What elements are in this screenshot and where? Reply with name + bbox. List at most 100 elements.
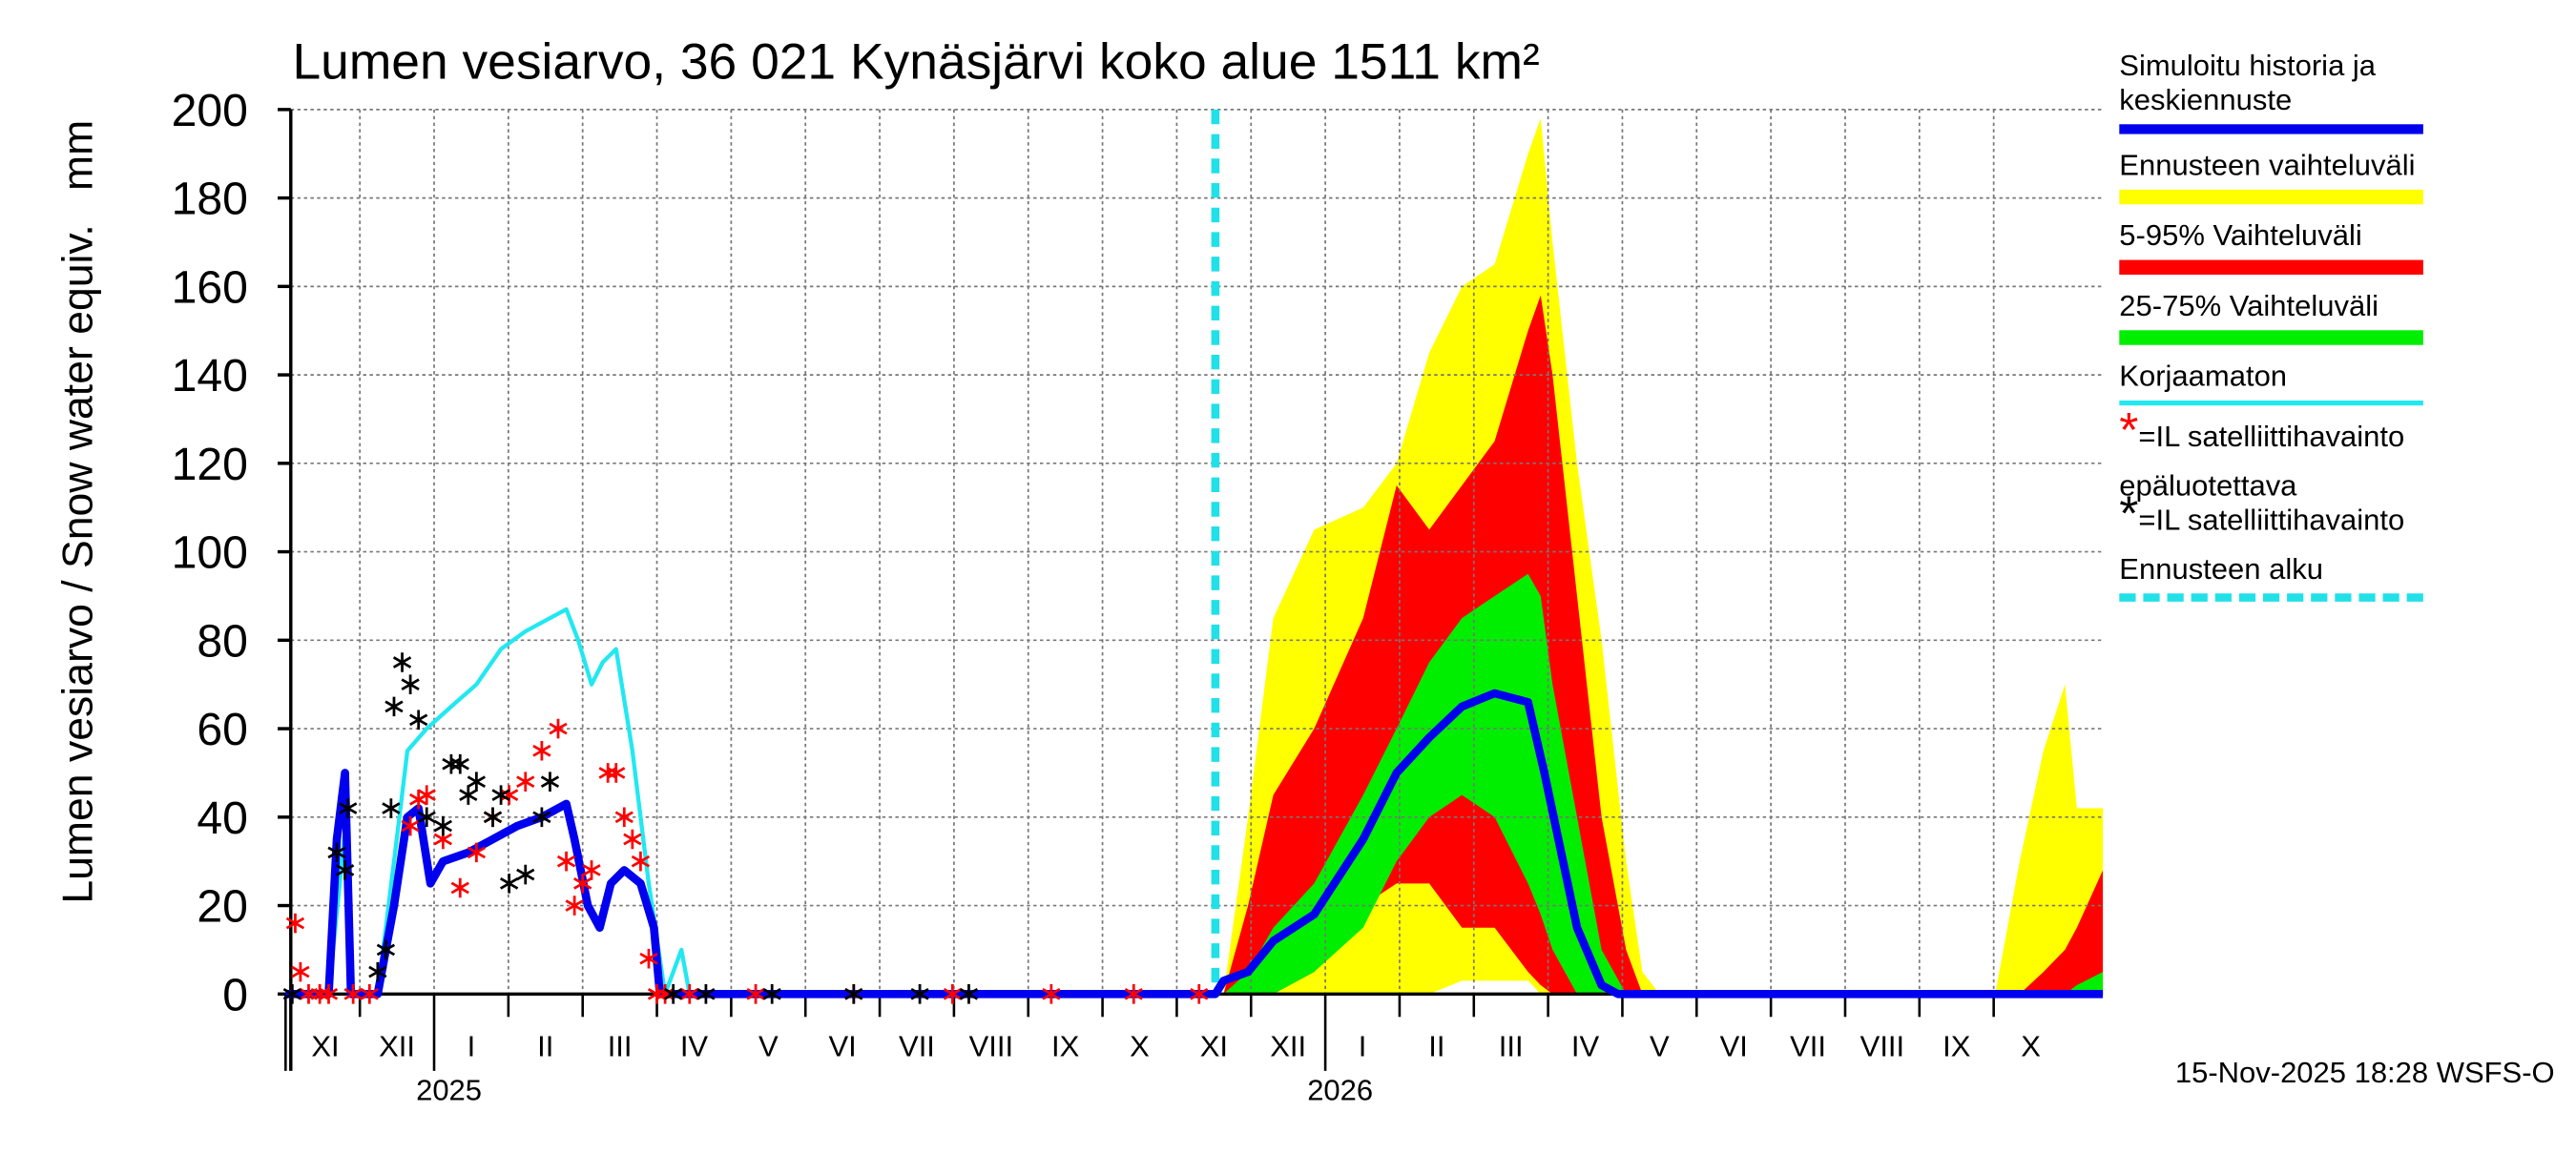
satellite-point [631, 851, 651, 872]
satellite-point [532, 807, 551, 828]
satellite-point [516, 772, 535, 792]
satellite-point [467, 772, 487, 792]
satellite-point [664, 984, 683, 1004]
x-tick-label: VIII [969, 1029, 1013, 1062]
x-tick-label: X [2021, 1029, 2041, 1062]
x-tick-label: VI [1720, 1029, 1748, 1062]
satellite-point [409, 710, 428, 731]
x-tick-label: IV [680, 1029, 709, 1062]
satellite-point [1190, 984, 1209, 1004]
x-tick-label: II [537, 1029, 553, 1062]
satellite-point [959, 984, 979, 1004]
satellite-point [639, 948, 658, 969]
satellite-point [401, 674, 420, 694]
satellite-point [549, 718, 568, 739]
legend-label: Ennusteen alku [2119, 552, 2323, 586]
satellite-point [442, 753, 461, 774]
legend-item: *=IL satelliittihavainto [2119, 406, 2431, 455]
legend-label: 5-95% Vaihteluväli [2119, 218, 2362, 253]
legend-item: Simuloitu historia ja keskiennuste [2119, 49, 2431, 134]
satellite-point [401, 815, 420, 836]
satellite-point [623, 829, 642, 850]
satellite-point [417, 807, 436, 828]
x-tick-label: XII [379, 1029, 415, 1062]
y-tick-label: 100 [172, 527, 248, 579]
legend-swatch [2119, 593, 2423, 602]
satellite-point [573, 874, 592, 894]
y-axis-unit: mm [54, 120, 101, 191]
satellite-point [499, 874, 519, 894]
y-tick-label: 180 [172, 174, 248, 225]
legend-swatch [2119, 401, 2423, 406]
satellite-point [746, 984, 765, 1004]
x-tick-label: VI [829, 1029, 857, 1062]
x-tick-label: XI [311, 1029, 339, 1062]
x-tick-label: VIII [1860, 1029, 1904, 1062]
x-tick-label: I [1359, 1029, 1367, 1062]
satellite-point [335, 860, 355, 880]
satellite-point [459, 785, 478, 805]
satellite-point [540, 772, 560, 792]
x-tick-label: VII [1790, 1029, 1826, 1062]
footer: 15-Nov-2025 18:28 WSFS-O [2175, 1056, 2555, 1089]
y-tick-label: 160 [172, 262, 248, 314]
satellite-point [1042, 984, 1061, 1004]
y-tick-label: 60 [197, 704, 248, 755]
range-band [1215, 573, 2104, 995]
y-tick-label: 80 [197, 616, 248, 668]
satellite-point [450, 877, 469, 898]
satellite-point [532, 740, 551, 761]
satellite-point [433, 815, 452, 836]
satellite-point [285, 913, 305, 934]
satellite-point [655, 984, 675, 1004]
legend-label: Simuloitu historia ja keskiennuste [2119, 49, 2377, 116]
legend-swatch [2119, 330, 2423, 345]
legend-label: =IL satelliittihavainto [2138, 420, 2405, 453]
legend-item: 5-95% Vaihteluväli [2119, 218, 2431, 276]
satellite-point [491, 785, 510, 805]
y-tick-label: 20 [197, 881, 248, 933]
satellite-point [327, 842, 346, 863]
x-tick-label: XI [1200, 1029, 1228, 1062]
year-label: 2026 [1307, 1074, 1373, 1107]
satellite-point [696, 984, 716, 1004]
legend-item: epäluotettava *=IL satelliittihavainto [2119, 469, 2431, 539]
satellite-point [556, 851, 576, 872]
x-tick-label: V [1650, 1029, 1670, 1062]
satellite-point [483, 807, 503, 828]
satellite-point [647, 984, 667, 1004]
y-tick-label: 120 [172, 439, 248, 490]
legend-item: Ennusteen alku [2119, 552, 2431, 602]
legend-row: *=IL satelliittihavainto [2119, 406, 2431, 455]
satellite-point [598, 763, 617, 783]
satellite-point [360, 984, 379, 1004]
legend-star: * [2119, 403, 2139, 459]
satellite-point [343, 984, 363, 1004]
y-axis-label: Lumen vesiarvo / Snow water equiv. [54, 224, 101, 903]
legend-swatch [2119, 124, 2423, 134]
satellite-point [282, 984, 301, 1004]
x-tick-label: IX [1051, 1029, 1079, 1062]
satellite-point [319, 984, 339, 1004]
legend-swatch [2119, 189, 2423, 205]
satellite-point [607, 763, 626, 783]
satellite-point [384, 696, 404, 717]
y-tick-label: 200 [172, 85, 248, 136]
legend-label: epäluotettava [2119, 469, 2297, 503]
legend-label: Ennusteen vaihteluväli [2119, 149, 2416, 182]
grid [290, 109, 2104, 996]
line-series [285, 689, 2104, 999]
satellite-point [499, 785, 519, 805]
y-tick-label: 0 [222, 970, 248, 1021]
y-tick-label: 40 [197, 793, 248, 844]
x-tick-label: IX [1942, 1029, 1970, 1062]
x-tick-label: V [758, 1029, 779, 1062]
satellite-point [450, 753, 469, 774]
legend-item: Korjaamaton [2119, 360, 2431, 406]
x-tick-label: IV [1571, 1029, 1600, 1062]
satellite-point [910, 984, 929, 1004]
x-tick-label: XII [1270, 1029, 1306, 1062]
satellite-point [582, 860, 601, 880]
